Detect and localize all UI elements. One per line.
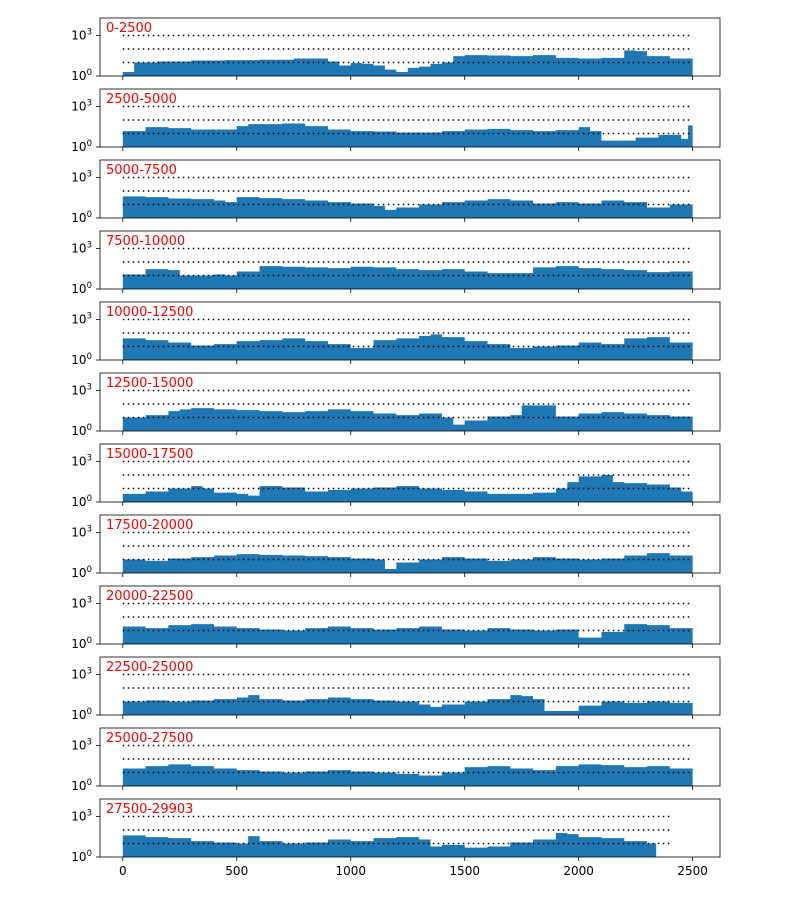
- y-tick-label: 100: [71, 707, 92, 722]
- coverage-area: [122, 123, 693, 147]
- panel-label: 12500-15000: [106, 376, 193, 391]
- axes-frame: [99, 443, 721, 503]
- panel-7: 100 103 15000-17500: [71, 443, 721, 509]
- panel-label: 17500-20000: [106, 518, 193, 533]
- y-tick-label: 103: [71, 667, 92, 682]
- axes-frame: [99, 372, 721, 432]
- panel-label: 15000-17500: [106, 447, 193, 462]
- axes-frame: [99, 230, 721, 290]
- axes-frame: [99, 798, 721, 858]
- panel-5: 100 103 10000-12500: [71, 301, 721, 367]
- panel-label: 2500-5000: [106, 92, 177, 107]
- axes-frame: [99, 88, 721, 148]
- panel-label: 22500-25000: [106, 660, 193, 675]
- y-tick-label: 100: [71, 778, 92, 793]
- y-tick-label: 103: [71, 170, 92, 185]
- y-tick-label: 100: [71, 139, 92, 154]
- y-tick-label: 103: [71, 454, 92, 469]
- y-tick-label: 103: [71, 596, 92, 611]
- coverage-area: [122, 624, 693, 644]
- y-tick-label: 100: [71, 565, 92, 580]
- y-tick-label: 103: [71, 809, 92, 824]
- y-tick-label: 100: [71, 210, 92, 225]
- panel-label: 5000-7500: [106, 163, 177, 178]
- coverage-area: [122, 764, 693, 786]
- panel-label: 25000-27500: [106, 731, 193, 746]
- panel-6: 100 103 12500-15000: [71, 372, 721, 438]
- coverage-area: [122, 50, 693, 76]
- coverage-area: [122, 475, 693, 502]
- panel-2: 100 103 2500-5000: [71, 88, 721, 154]
- x-tick-label: 2000: [563, 864, 594, 878]
- panel-9: 100 103 20000-22500: [71, 585, 721, 651]
- x-tick-label: 1000: [335, 864, 366, 878]
- panel-12: 100 103 27500-29903 0 500 1000 1500 2000 2500: [71, 798, 721, 878]
- panel-11: 100 103 25000-27500: [71, 727, 721, 793]
- y-tick-label: 100: [71, 281, 92, 296]
- panel-3: 100 103 5000-7500: [71, 159, 721, 225]
- panel-label: 27500-29903: [106, 802, 193, 817]
- y-tick-label: 100: [71, 494, 92, 509]
- axes-frame: [99, 656, 721, 716]
- panel-8: 100 103 17500-20000: [71, 514, 721, 580]
- y-tick-label: 100: [71, 352, 92, 367]
- y-tick-label: 103: [71, 738, 92, 753]
- panel-label: 10000-12500: [106, 305, 193, 320]
- axes-frame: [99, 727, 721, 787]
- y-tick-label: 100: [71, 423, 92, 438]
- y-tick-label: 103: [71, 383, 92, 398]
- x-tick-label: 1500: [449, 864, 480, 878]
- coverage-area: [122, 405, 693, 431]
- y-tick-label: 103: [71, 312, 92, 327]
- y-tick-label: 103: [71, 525, 92, 540]
- x-tick-label: 500: [225, 864, 248, 878]
- y-tick-label: 103: [71, 28, 92, 43]
- axes-frame: [99, 301, 721, 361]
- panel-1: 100 103 0-2500: [71, 17, 721, 83]
- coverage-area: [122, 553, 693, 573]
- panel-label: 20000-22500: [106, 589, 193, 604]
- y-tick-label: 100: [71, 636, 92, 651]
- y-tick-label: 100: [71, 68, 92, 83]
- panel-label: 0-2500: [106, 21, 152, 36]
- axes-frame: [99, 585, 721, 645]
- coverage-area: [122, 266, 693, 289]
- panel-label: 7500-10000: [106, 234, 185, 249]
- coverage-area: [122, 196, 693, 218]
- axes-frame: [99, 17, 721, 77]
- x-tick-label: 2500: [677, 864, 708, 878]
- y-tick-label: 103: [71, 241, 92, 256]
- coverage-area: [122, 334, 693, 360]
- panel-10: 100 103 22500-25000: [71, 656, 721, 722]
- coverage-area: [122, 695, 693, 715]
- axes-frame: [99, 514, 721, 574]
- axes-frame: [99, 159, 721, 219]
- y-tick-label: 100: [71, 849, 92, 864]
- x-tick-label: 0: [119, 864, 127, 878]
- y-tick-label: 103: [71, 99, 92, 114]
- panel-4: 100 103 7500-10000: [71, 230, 721, 296]
- coverage-area: [122, 833, 657, 857]
